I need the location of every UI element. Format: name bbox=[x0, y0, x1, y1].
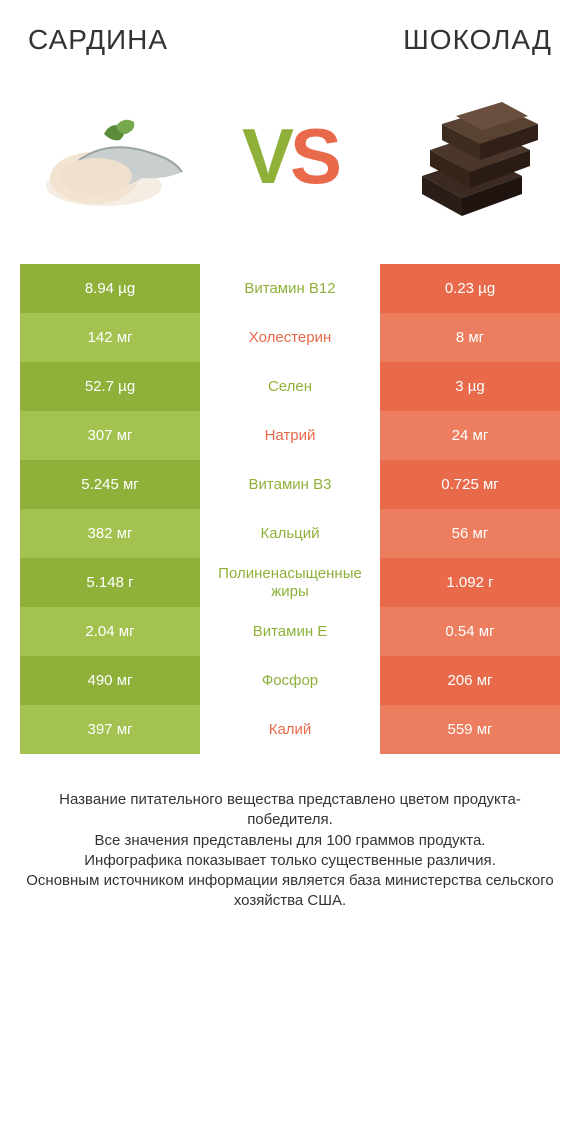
nutrient-label: Натрий bbox=[200, 411, 380, 460]
table-row: 307 мгНатрий24 мг bbox=[20, 411, 560, 460]
nutrient-label: Селен bbox=[200, 362, 380, 411]
value-right: 8 мг bbox=[380, 313, 560, 362]
footer-line-2: Все значения представлены для 100 граммо… bbox=[26, 831, 554, 851]
vs-label: VS bbox=[242, 111, 338, 202]
vs-s: S bbox=[290, 112, 338, 200]
value-right: 559 мг bbox=[380, 705, 560, 754]
nutrient-label: Витамин B3 bbox=[200, 460, 380, 509]
table-row: 52.7 µgСелен3 µg bbox=[20, 362, 560, 411]
table-row: 2.04 мгВитамин E0.54 мг bbox=[20, 607, 560, 656]
table-row: 5.245 мгВитамин B30.725 мг bbox=[20, 460, 560, 509]
nutrient-label: Кальций bbox=[200, 509, 380, 558]
footer-line-1: Название питательного вещества представл… bbox=[26, 790, 554, 831]
nutrient-label: Фосфор bbox=[200, 656, 380, 705]
value-left: 397 мг bbox=[20, 705, 200, 754]
title-row: САРДИНА ШОКОЛАД bbox=[20, 24, 560, 56]
footer-line-4: Основным источником информации является … bbox=[26, 871, 554, 912]
footer-line-3: Инфографика показывает только существенн… bbox=[26, 851, 554, 871]
value-right: 3 µg bbox=[380, 362, 560, 411]
value-left: 5.245 мг bbox=[20, 460, 200, 509]
value-left: 307 мг bbox=[20, 411, 200, 460]
value-left: 490 мг bbox=[20, 656, 200, 705]
value-right: 24 мг bbox=[380, 411, 560, 460]
table-row: 5.148 гПолиненасыщенные жиры1.092 г bbox=[20, 558, 560, 607]
chocolate-image bbox=[386, 76, 556, 236]
value-left: 382 мг bbox=[20, 509, 200, 558]
table-row: 397 мгКалий559 мг bbox=[20, 705, 560, 754]
value-right: 0.23 µg bbox=[380, 264, 560, 313]
value-right: 206 мг bbox=[380, 656, 560, 705]
title-left: САРДИНА bbox=[28, 24, 168, 56]
nutrient-table: 8.94 µgВитамин B120.23 µg142 мгХолестери… bbox=[20, 264, 560, 754]
value-right: 56 мг bbox=[380, 509, 560, 558]
vs-v: V bbox=[242, 112, 290, 200]
nutrient-label: Холестерин bbox=[200, 313, 380, 362]
nutrient-label: Полиненасыщенные жиры bbox=[200, 558, 380, 607]
nutrient-label: Витамин B12 bbox=[200, 264, 380, 313]
value-left: 8.94 µg bbox=[20, 264, 200, 313]
table-row: 142 мгХолестерин8 мг bbox=[20, 313, 560, 362]
infographic-container: САРДИНА ШОКОЛАД VS bbox=[0, 0, 580, 1144]
hero-row: VS bbox=[20, 56, 560, 264]
value-left: 5.148 г bbox=[20, 558, 200, 607]
value-right: 0.725 мг bbox=[380, 460, 560, 509]
table-row: 382 мгКальций56 мг bbox=[20, 509, 560, 558]
value-right: 1.092 г bbox=[380, 558, 560, 607]
table-row: 490 мгФосфор206 мг bbox=[20, 656, 560, 705]
value-right: 0.54 мг bbox=[380, 607, 560, 656]
value-left: 142 мг bbox=[20, 313, 200, 362]
title-right: ШОКОЛАД bbox=[403, 24, 552, 56]
value-left: 52.7 µg bbox=[20, 362, 200, 411]
sardine-image bbox=[24, 76, 194, 236]
footer-text: Название питательного вещества представл… bbox=[20, 790, 560, 912]
value-left: 2.04 мг bbox=[20, 607, 200, 656]
nutrient-label: Калий bbox=[200, 705, 380, 754]
nutrient-label: Витамин E bbox=[200, 607, 380, 656]
table-row: 8.94 µgВитамин B120.23 µg bbox=[20, 264, 560, 313]
